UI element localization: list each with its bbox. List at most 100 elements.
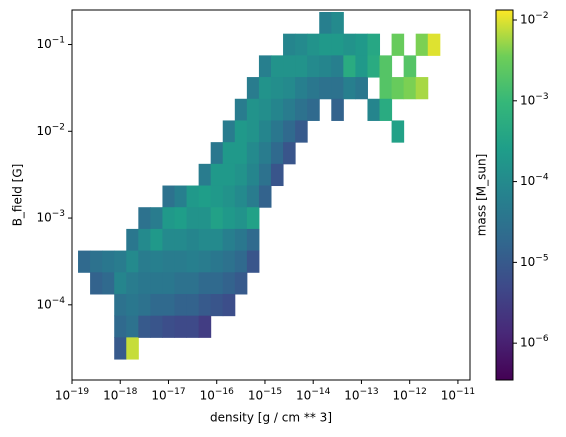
hist-cell <box>319 77 332 100</box>
hist-cell <box>174 315 188 338</box>
hist-cell <box>415 77 429 100</box>
hist-cell <box>198 272 212 295</box>
hist-cell <box>162 185 176 208</box>
hist-cell <box>186 250 200 273</box>
hist-cell <box>186 228 200 252</box>
hist-cell <box>391 120 405 143</box>
hist-cell <box>186 207 200 230</box>
colorbar-tick-label: 10−3 <box>520 91 549 107</box>
hist-cell <box>258 98 272 121</box>
hist-cell <box>234 120 248 143</box>
hist-cell <box>186 293 200 317</box>
hist-cell <box>295 77 308 100</box>
hist-cell <box>174 293 188 317</box>
hist-cell <box>138 250 151 273</box>
hist-cell <box>138 315 151 338</box>
hist-cell <box>102 250 115 273</box>
hist-cell <box>379 77 393 100</box>
hist-cell <box>258 163 272 187</box>
hist-cell <box>102 272 115 295</box>
hist-cell <box>222 293 236 317</box>
hist-cell <box>234 250 248 273</box>
hist-cell <box>222 163 236 187</box>
y-tick-label: 10−2 <box>36 122 65 138</box>
hist-cell <box>258 120 272 143</box>
hist-cell <box>319 55 332 78</box>
hist-cell <box>234 207 248 230</box>
x-tick-label: 10−12 <box>393 387 427 403</box>
hist-cell <box>258 142 272 165</box>
hist-cell <box>114 250 127 273</box>
hist-cell <box>307 33 320 56</box>
x-tick-label: 10−18 <box>103 387 138 403</box>
hist-cell <box>246 77 260 100</box>
hist-cell <box>234 185 248 208</box>
hist-cell <box>222 272 236 295</box>
hist-cell <box>283 120 296 143</box>
hist-cell <box>246 163 260 187</box>
hist-cell <box>258 77 272 100</box>
hist-cell <box>150 315 163 338</box>
hist-cell <box>198 315 212 338</box>
hist-cell <box>186 185 200 208</box>
hist-cell <box>174 250 188 273</box>
y-tick-label: 10−3 <box>36 209 65 225</box>
hist-cell <box>126 315 139 338</box>
hist-cell <box>331 55 344 78</box>
hist-cell <box>355 77 368 100</box>
hist-cell <box>198 250 212 273</box>
hist-cell <box>403 55 417 78</box>
hist-cell <box>150 250 163 273</box>
hist-cell <box>234 228 248 252</box>
hist-cell <box>162 293 176 317</box>
hist-cell <box>222 142 236 165</box>
hist-cell <box>270 77 284 100</box>
hist-cell <box>307 55 320 78</box>
hist-cell <box>234 163 248 187</box>
hist-cell <box>162 315 176 338</box>
x-tick-label: 10−19 <box>55 387 90 403</box>
hist-cell <box>162 250 176 273</box>
hist-cell <box>234 142 248 165</box>
hist-cell <box>138 272 151 295</box>
hist-cell <box>138 293 151 317</box>
hist-cell <box>174 272 188 295</box>
hist-cell <box>343 77 356 100</box>
colorbar-tick-label: 10−2 <box>520 11 549 27</box>
hist-cell <box>246 228 260 252</box>
hist-cell <box>126 250 139 273</box>
hist-cell <box>270 120 284 143</box>
hist-cell <box>246 207 260 230</box>
hist-cell <box>162 228 176 252</box>
hist-cell <box>331 33 344 56</box>
hist-cell <box>415 33 429 56</box>
hist-cell <box>258 55 272 78</box>
hist-cell <box>270 163 284 187</box>
hist-cell <box>150 272 163 295</box>
hist-cell <box>367 55 381 78</box>
x-axis-label: density [g / cm ** 3] <box>210 411 332 425</box>
hist-cell <box>331 77 344 100</box>
hist-cell <box>210 163 224 187</box>
x-tick-label: 10−17 <box>151 387 185 403</box>
colorbar-tick-label: 10−6 <box>520 334 549 350</box>
hist-cell <box>198 228 212 252</box>
hist-cell <box>162 207 176 230</box>
hist-cell <box>186 272 200 295</box>
hist-cell <box>126 337 139 360</box>
hist-cell <box>114 315 127 338</box>
hist-cell <box>258 185 272 208</box>
hist-cell <box>283 98 296 121</box>
hist-cell <box>367 33 381 56</box>
x-tick-label: 10−13 <box>344 387 378 403</box>
hist-cell <box>295 98 308 121</box>
x-tick-label: 10−16 <box>200 387 235 403</box>
hist-cell <box>198 185 212 208</box>
hist-cell <box>210 207 224 230</box>
hist-cell <box>150 293 163 317</box>
hist-cell <box>126 293 139 317</box>
hist-cell <box>343 33 356 56</box>
hist-cell <box>222 185 236 208</box>
hist-cell <box>114 272 127 295</box>
hist-cell <box>355 33 368 56</box>
